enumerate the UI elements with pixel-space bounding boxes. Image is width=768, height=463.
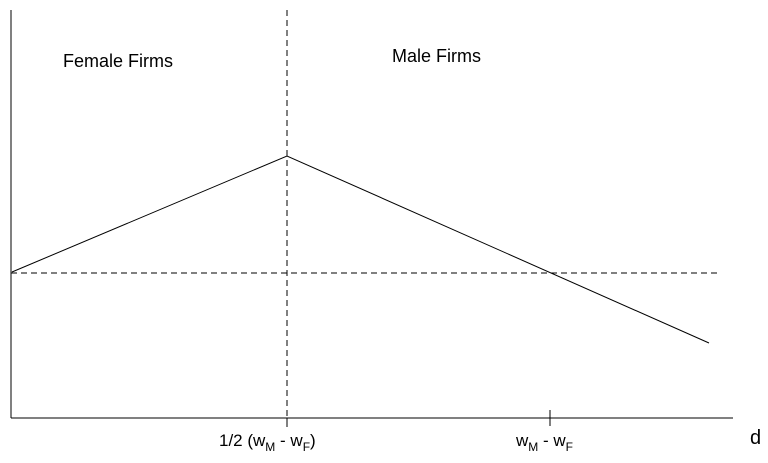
x-axis-label: d xyxy=(750,427,761,449)
male-firms-label: Male Firms xyxy=(392,46,481,66)
profit-curve xyxy=(11,155,710,344)
tick-label-half-wage-gap: 1/2 (wM - wF) xyxy=(219,431,316,454)
tick-label-wage-gap: wM - wF xyxy=(515,431,573,454)
female-firms-label: Female Firms xyxy=(63,51,173,71)
